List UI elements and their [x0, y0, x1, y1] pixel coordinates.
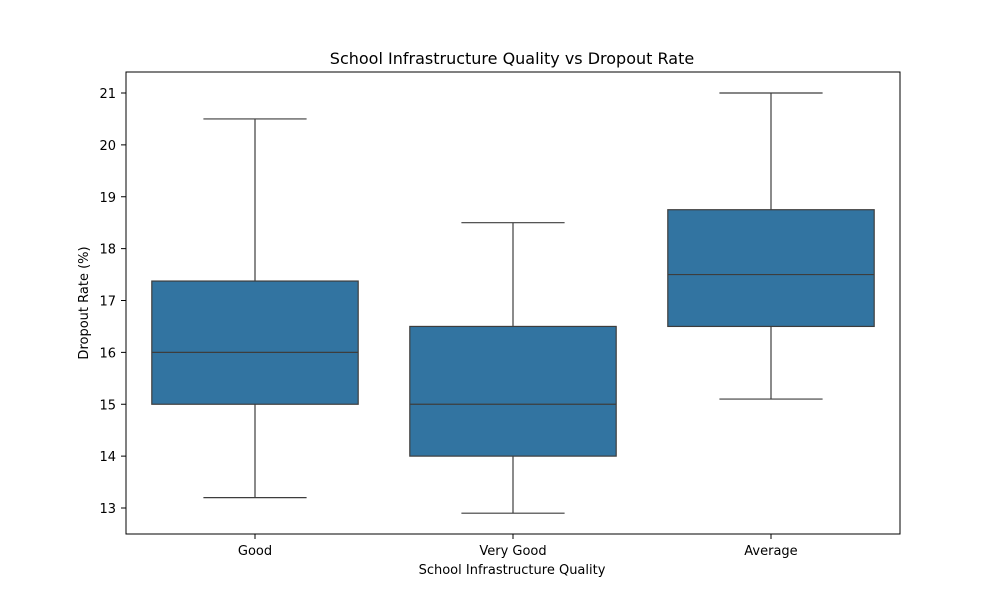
x-tick-label: Average: [744, 544, 797, 559]
x-tick-label: Very Good: [479, 544, 546, 559]
y-tick-label: 16: [99, 346, 116, 361]
chart-title: School Infrastructure Quality vs Dropout…: [330, 49, 694, 68]
box-average: [667, 209, 875, 328]
y-tick-label: 15: [99, 398, 116, 413]
y-tick-label: 18: [99, 243, 116, 258]
y-tick-label: 19: [99, 191, 116, 206]
box-very-good: [409, 325, 617, 457]
y-tick-label: 13: [99, 502, 116, 517]
x-axis-label: School Infrastructure Quality: [419, 563, 606, 578]
x-axis: Good Very Good Average: [238, 534, 798, 559]
y-axis: 13 14 15 16 17 18 19 20 21: [99, 87, 126, 517]
plot-area: [151, 92, 875, 514]
y-tick-label: 21: [99, 87, 116, 102]
y-axis-label: Dropout Rate (%): [77, 246, 92, 359]
y-tick-label: 14: [99, 450, 116, 465]
box-good: [151, 280, 359, 405]
y-tick-label: 17: [99, 295, 116, 310]
x-tick-label: Good: [238, 544, 272, 559]
y-tick-label: 20: [99, 139, 116, 154]
